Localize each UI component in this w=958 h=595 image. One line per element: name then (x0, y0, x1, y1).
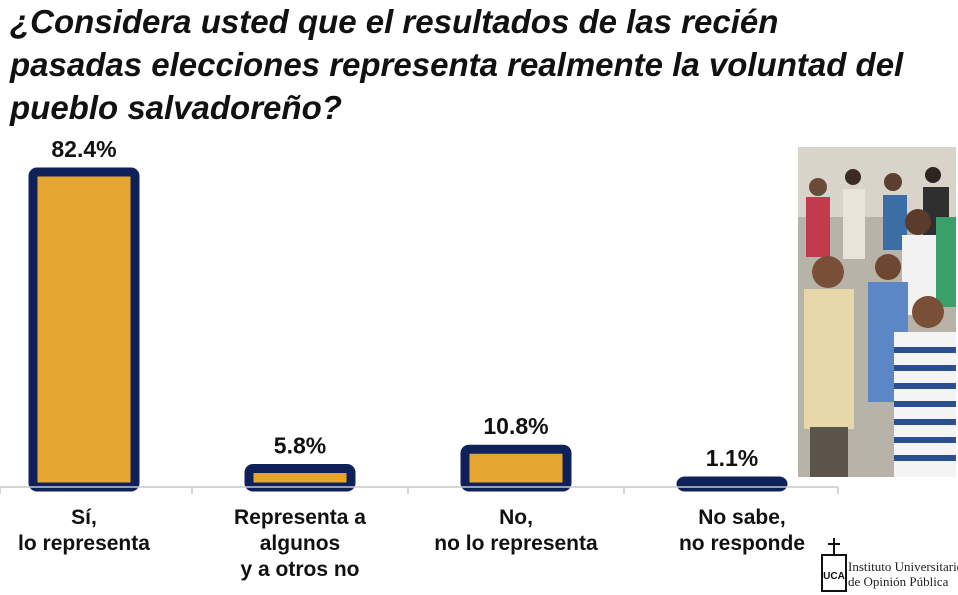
logo-text: Instituto Universitario de Opinión Públi… (848, 559, 958, 589)
bars-group (28, 167, 788, 492)
crowd-photo-illustration (798, 147, 956, 477)
data-label-1: 5.8% (274, 433, 326, 459)
crowd-photo (798, 147, 956, 477)
category-label-2: No, no lo representa (434, 506, 598, 555)
uca-logo-mark: UCA (821, 538, 847, 592)
category-label-0: Sí, lo representa (18, 506, 150, 555)
logo-line-1: Instituto Universitario (848, 559, 958, 574)
data-label-0: 82.4% (51, 136, 116, 162)
category-label-2-line-1: no lo representa (434, 532, 598, 555)
iudop-logo: UCA Instituto Universitario de Opinión P… (820, 538, 958, 595)
data-label-3: 1.1% (706, 445, 758, 471)
category-label-3-line-1: no responde (679, 532, 805, 555)
bar-0 (28, 167, 140, 492)
category-label-1: Representa a algunos y a otros no (234, 506, 366, 581)
data-labels-group: 82.4% 5.8% 10.8% 1.1% (51, 136, 758, 471)
category-label-0-line-1: lo representa (18, 532, 150, 555)
category-label-2-line-0: No, (499, 506, 533, 529)
data-label-2: 10.8% (483, 413, 548, 439)
category-label-3: No sabe, no responde (679, 506, 805, 555)
category-label-1-line-2: y a otros no (240, 558, 359, 581)
bar-1 (244, 464, 356, 492)
chart-title: ¿Considera usted que el resultados de la… (10, 3, 904, 126)
category-label-3-line-0: No sabe, (698, 506, 786, 529)
bar-2 (460, 444, 572, 492)
category-labels-group: Sí, lo representa Representa a algunos y a o… (18, 506, 805, 581)
category-label-1-line-1: algunos (260, 532, 341, 555)
logo-mark-text: UCA (823, 571, 845, 582)
bar-3 (676, 476, 788, 492)
x-ticks (0, 487, 839, 494)
category-label-0-line-0: Sí, (71, 506, 97, 529)
category-label-1-line-0: Representa a (234, 506, 366, 529)
logo-line-2: de Opinión Pública (848, 574, 949, 589)
